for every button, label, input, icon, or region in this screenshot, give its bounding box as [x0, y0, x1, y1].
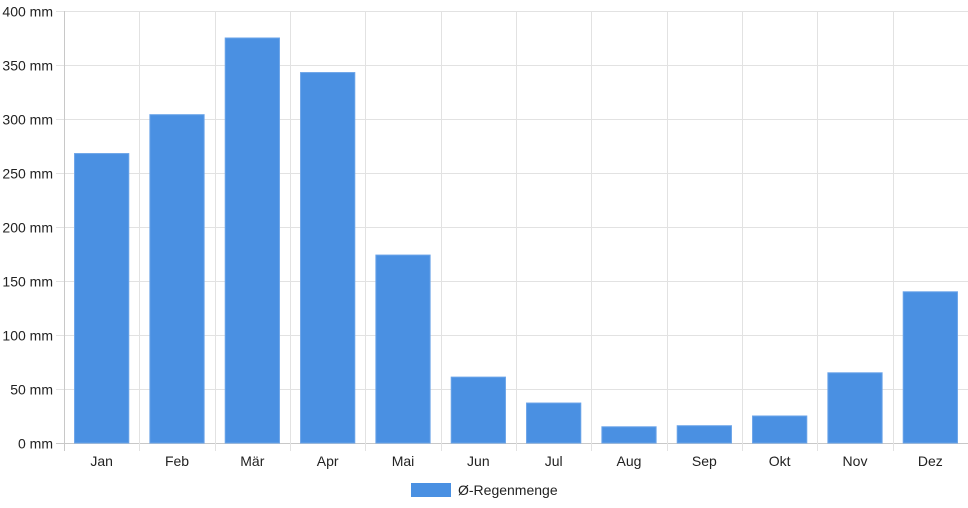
y-tick-label: 400 mm	[2, 4, 53, 20]
x-tick-label: Sep	[692, 453, 717, 469]
y-tick-label: 50 mm	[10, 382, 53, 398]
x-tick-label: Okt	[769, 453, 791, 469]
x-tick-label: Mär	[240, 453, 264, 469]
legend-label-series-0: Ø-Regenmenge	[458, 482, 558, 498]
bar-sep[interactable]	[676, 425, 732, 444]
x-tick-label: Mai	[392, 453, 415, 469]
bar-jun[interactable]	[450, 376, 506, 444]
bar-dez[interactable]	[902, 291, 958, 444]
bar-jul[interactable]	[526, 402, 582, 444]
bar-mai[interactable]	[375, 254, 431, 444]
legend-swatch	[411, 483, 451, 497]
bar-aug[interactable]	[601, 426, 657, 444]
x-tick-label: Dez	[918, 453, 943, 469]
x-tick-label: Feb	[165, 453, 189, 469]
bar-layer	[74, 37, 958, 444]
x-tick-label: Aug	[617, 453, 642, 469]
y-tick-label: 300 mm	[2, 112, 53, 128]
bar-feb[interactable]	[149, 114, 205, 444]
bar-okt[interactable]	[752, 415, 808, 444]
bar-jan[interactable]	[74, 153, 130, 444]
y-tick-label: 0 mm	[18, 436, 53, 452]
y-tick-label: 150 mm	[2, 274, 53, 290]
legend[interactable]: Ø-Regenmenge	[411, 482, 558, 498]
y-tick-label: 200 mm	[2, 220, 53, 236]
bar-nov[interactable]	[827, 372, 883, 444]
axis-layer: 0 mm 50 mm 100 mm 150 mm 200 mm 250 mm 300 mm 3…	[2, 4, 942, 470]
x-tick-label: Nov	[843, 453, 868, 469]
x-tick-label: Jan	[90, 453, 113, 469]
y-tick-label: 350 mm	[2, 58, 53, 74]
x-tick-label: Apr	[317, 453, 339, 469]
x-tick-label: Jul	[545, 453, 563, 469]
x-tick-label: Jun	[467, 453, 490, 469]
y-tick-label: 250 mm	[2, 166, 53, 182]
bar-apr[interactable]	[300, 72, 356, 444]
y-tick-label: 100 mm	[2, 328, 53, 344]
bar-mär[interactable]	[224, 37, 280, 444]
grid-layer	[56, 11, 968, 451]
